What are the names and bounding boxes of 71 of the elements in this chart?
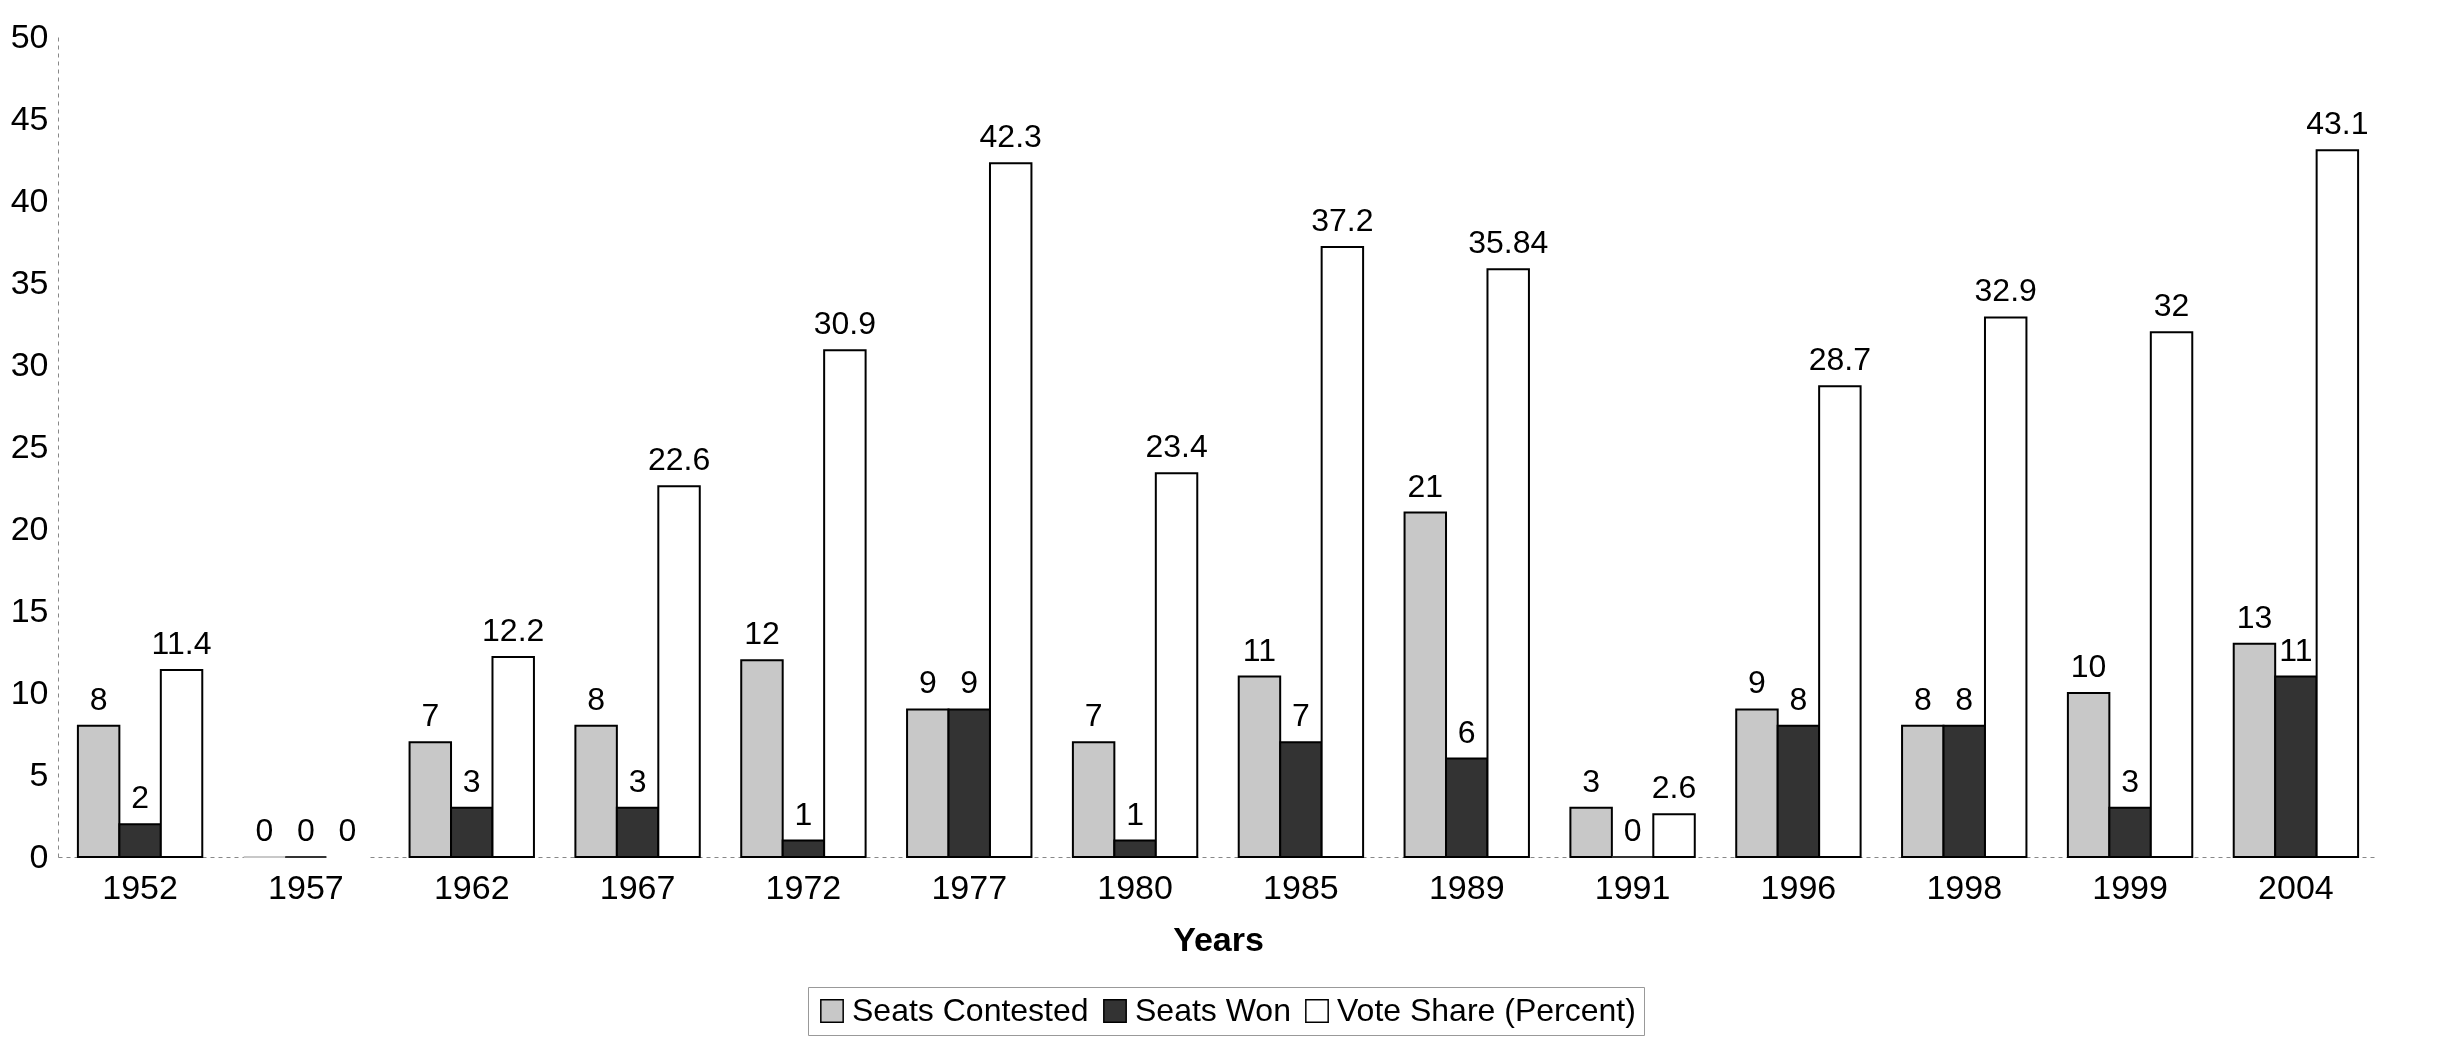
data-label: 0: [1623, 812, 1642, 848]
data-label: 7: [1292, 697, 1310, 734]
y-tick-label: 5: [29, 754, 49, 793]
y-tick-label: 25: [10, 426, 49, 465]
y-tick-label: 40: [10, 180, 49, 219]
y-tick-label: 35: [10, 262, 49, 301]
data-label: 22.6: [647, 441, 711, 478]
data-label: 3: [2121, 762, 2139, 799]
legend-label: Vote Share (Percent): [1337, 992, 1636, 1028]
data-label: 3: [628, 762, 647, 799]
x-tick-label: 1962: [433, 867, 510, 906]
data-label: 12: [744, 615, 780, 652]
x-tick-label: 1952: [102, 867, 178, 906]
x-tick-label: 1967: [599, 867, 676, 906]
x-tick-label: 1998: [1926, 867, 2003, 906]
data-label: 32.9: [1974, 272, 2037, 309]
data-label: 11: [2279, 631, 2313, 668]
data-label: 6: [1457, 713, 1476, 750]
y-tick-label: 0: [29, 836, 49, 875]
y-tick-label: 30: [10, 344, 49, 383]
legend-label: Seats Won: [1135, 992, 1291, 1028]
data-label: 0: [297, 812, 315, 848]
data-label: 28.7: [1808, 341, 1872, 378]
data-label: 9: [918, 664, 937, 701]
y-tick-label: 50: [10, 16, 49, 55]
data-label: 8: [1789, 680, 1808, 717]
data-label: 7: [1084, 697, 1103, 734]
data-label: 11: [1242, 631, 1277, 668]
x-tick-label: 1999: [2092, 867, 2168, 906]
x-tick-label: 1991: [1594, 867, 1671, 906]
data-label: 0: [255, 812, 274, 848]
data-label: 8: [587, 680, 606, 717]
data-label: 10: [2070, 648, 2107, 684]
data-label: 9: [960, 664, 979, 701]
data-label: 43.1: [2306, 105, 2369, 142]
data-label: 30.9: [813, 305, 877, 342]
data-label: 9: [1748, 664, 1766, 701]
data-label: 2: [131, 779, 149, 816]
x-axis-title: Years: [1173, 919, 1264, 958]
x-tick-label: 1957: [268, 867, 344, 906]
x-tick-label: 2004: [2258, 867, 2334, 906]
data-label: 7: [421, 697, 440, 734]
data-label: 8: [89, 680, 108, 717]
data-label: 32: [2153, 287, 2190, 324]
data-label: 2.6: [1651, 769, 1697, 806]
data-label: 37.2: [1311, 201, 1374, 238]
x-tick-label: 1980: [1097, 867, 1173, 906]
y-tick-label: 10: [10, 672, 49, 711]
data-label: 35.84: [1468, 224, 1549, 261]
data-label: 1: [794, 795, 813, 832]
x-tick-label: 1996: [1760, 867, 1837, 906]
data-label: 12.2: [482, 611, 545, 648]
y-tick-label: 15: [10, 590, 49, 629]
data-label: 23.4: [1145, 428, 1208, 465]
x-tick-label: 1977: [931, 867, 1008, 906]
legend-label: Seats Contested: [852, 992, 1089, 1028]
x-tick-label: 1985: [1263, 867, 1339, 906]
data-label: 1: [1126, 795, 1144, 832]
data-label: 3: [462, 762, 481, 799]
data-label: 13: [2236, 598, 2273, 635]
y-tick-label: 20: [10, 508, 49, 547]
data-label: 8: [1955, 680, 1974, 717]
data-label: 3: [1582, 762, 1601, 799]
data-label: 21: [1407, 467, 1444, 504]
data-label: 8: [1913, 680, 1932, 717]
y-tick-label: 45: [10, 98, 49, 137]
x-tick-label: 1989: [1428, 867, 1505, 906]
data-label: 11.4: [151, 625, 212, 662]
data-label: 42.3: [979, 118, 1042, 155]
data-label: 0: [338, 812, 357, 848]
x-tick-label: 1972: [765, 867, 842, 906]
